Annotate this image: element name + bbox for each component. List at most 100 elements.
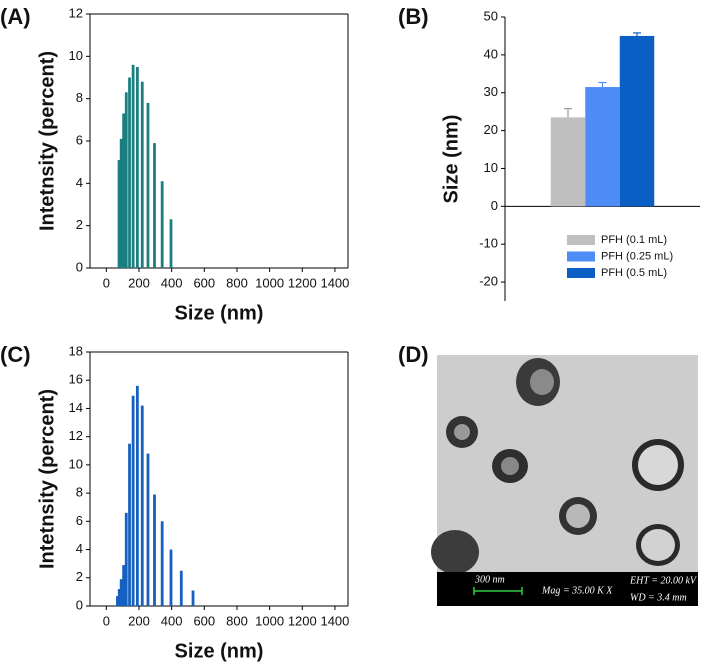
x-tick-label: 1200: [288, 613, 317, 628]
y-tick-label: 10: [484, 160, 498, 175]
panel-label: (B): [398, 4, 429, 29]
y-tick-label: 2: [76, 569, 83, 584]
bar: [131, 64, 135, 268]
particle: [566, 504, 590, 528]
bar: [122, 565, 126, 606]
y-tick-label: 2: [76, 217, 83, 232]
y-tick-label: 6: [76, 132, 83, 147]
bar: [146, 102, 150, 269]
panel-label: (A): [0, 4, 31, 29]
x-tick-label: 800: [226, 613, 248, 628]
x-tick-label: 1000: [255, 275, 284, 290]
bar: [116, 596, 119, 606]
y-tick-label: 18: [69, 343, 83, 358]
scale-bar-label: 300 nm: [474, 574, 505, 585]
eht: EHT = 20.00 kV: [629, 575, 698, 586]
y-axis-label: Size (nm): [440, 115, 462, 204]
x-tick-label: 600: [193, 613, 215, 628]
bar: [124, 92, 128, 268]
y-tick-label: 50: [484, 8, 498, 23]
bar: [191, 590, 195, 606]
bar: [550, 117, 586, 207]
bar: [160, 521, 164, 606]
x-tick-label: 1400: [320, 613, 349, 628]
legend-label: PFH (0.1 mL): [601, 234, 667, 246]
y-tick-label: 4: [76, 541, 83, 556]
bar: [135, 66, 139, 269]
bar: [135, 385, 139, 606]
bar: [169, 549, 173, 606]
y-tick-label: 20: [484, 122, 498, 137]
bar: [119, 138, 123, 268]
y-tick-label: -10: [479, 236, 498, 251]
magnification: Mag = 35.00 K X: [541, 585, 613, 596]
particle: [454, 424, 470, 440]
info-bar: [437, 572, 698, 606]
x-tick-label: 200: [128, 275, 150, 290]
legend-label: PFH (0.25 mL): [601, 250, 673, 262]
bar: [179, 570, 183, 606]
legend-swatch: [567, 268, 595, 278]
particle: [641, 529, 675, 561]
bar: [131, 395, 135, 606]
x-tick-label: 200: [128, 613, 150, 628]
y-tick-label: 0: [76, 259, 83, 274]
panel-label: (C): [0, 342, 31, 367]
particle: [431, 530, 479, 574]
bar: [117, 160, 121, 268]
tem-image: 300 nm Mag = 35.00 K X EHT = 20.00 kV WD…: [431, 355, 698, 606]
bar: [140, 81, 144, 268]
legend-label: PFH (0.5 mL): [601, 267, 667, 279]
bar: [128, 443, 131, 606]
x-tick-label: 800: [226, 275, 248, 290]
particle: [501, 457, 519, 475]
y-tick-label: 0: [76, 597, 83, 612]
x-tick-label: 1000: [255, 613, 284, 628]
y-tick-label: 8: [76, 485, 83, 500]
y-tick-label: 40: [484, 46, 498, 61]
x-tick-label: 1400: [320, 275, 349, 290]
bar: [153, 494, 156, 606]
particle: [530, 369, 554, 395]
x-tick-label: 600: [193, 275, 215, 290]
y-tick-label: 12: [69, 428, 83, 443]
bar: [119, 579, 123, 606]
x-tick-label: 1200: [288, 275, 317, 290]
x-tick-label: 0: [103, 613, 110, 628]
bar: [128, 77, 131, 268]
legend-swatch: [567, 251, 595, 262]
y-tick-label: 14: [69, 400, 83, 415]
y-tick-label: 10: [69, 456, 83, 471]
y-tick-label: 30: [484, 84, 498, 99]
bar: [619, 35, 655, 207]
y-tick-label: 4: [76, 175, 83, 190]
y-axis-label: Intetnsity (percent): [36, 51, 58, 231]
bar: [146, 453, 150, 606]
bar: [169, 219, 173, 268]
bar: [160, 181, 164, 268]
bar: [122, 113, 126, 268]
x-tick-label: 400: [161, 613, 183, 628]
legend-swatch: [567, 235, 595, 245]
y-tick-label: -20: [479, 274, 498, 289]
bar: [585, 87, 620, 207]
y-tick-label: 16: [69, 372, 83, 387]
y-tick-label: 10: [69, 48, 83, 63]
particle: [638, 445, 678, 485]
y-tick-label: 12: [69, 5, 83, 20]
x-tick-label: 0: [103, 275, 110, 290]
bar: [153, 143, 156, 268]
panel-label: (D): [398, 342, 429, 367]
y-tick-label: 6: [76, 513, 83, 528]
bar: [140, 405, 144, 606]
y-tick-label: 8: [76, 90, 83, 105]
x-axis-label: Size (nm): [175, 640, 264, 662]
y-axis-label: Intetnsity (percent): [36, 389, 58, 569]
bar: [124, 512, 128, 606]
x-tick-label: 400: [161, 275, 183, 290]
working-distance: WD = 3.4 mm: [630, 592, 687, 603]
x-axis-label: Size (nm): [175, 302, 264, 324]
y-tick-label: 0: [491, 198, 498, 213]
bar: [117, 589, 121, 606]
